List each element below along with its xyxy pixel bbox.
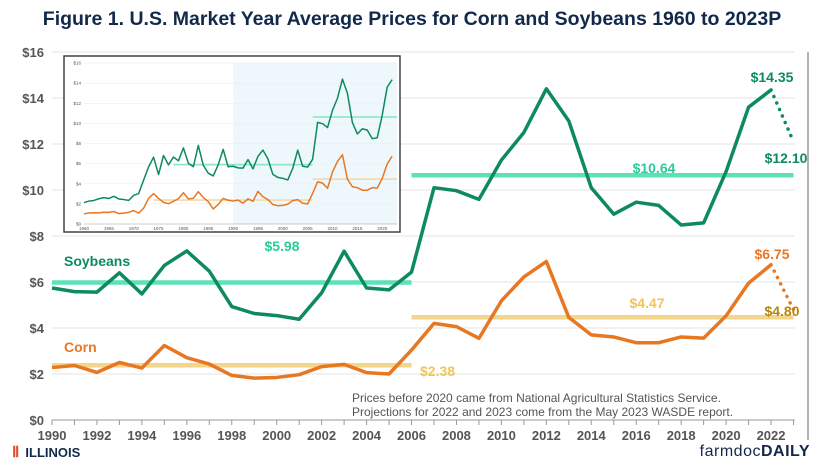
x-tick-label: 2022: [757, 428, 786, 443]
corn-average-label: $4.47: [629, 295, 664, 311]
x-tick-label: 1990: [38, 428, 67, 443]
x-tick-label: 2008: [442, 428, 471, 443]
corn-2022-label: $6.75: [754, 246, 789, 262]
corn-average-label: $2.38: [420, 363, 455, 379]
corn-projection-line: [769, 263, 796, 312]
x-tick-label: 2006: [397, 428, 426, 443]
inset-x-tick-label: 1985: [203, 226, 214, 231]
x-tick-label: 2010: [487, 428, 516, 443]
y-tick-label: $2: [30, 367, 44, 382]
inset-x-tick-label: 1990: [228, 226, 239, 231]
inset-y-tick-label: $0: [76, 222, 82, 227]
source-note: Prices before 2020 came from National Ag…: [352, 391, 721, 405]
inset-y-tick-label: $14: [73, 81, 81, 86]
corn-series-label: Corn: [64, 339, 97, 355]
corn-2023-label: $4.80: [764, 303, 799, 319]
inset-x-tick-label: 2015: [352, 226, 363, 231]
x-tick-label: 1996: [172, 428, 201, 443]
inset-x-tick-label: 1980: [178, 226, 189, 231]
inset-x-tick-label: 1965: [104, 226, 115, 231]
soybean-2023-label: $12.10: [765, 150, 808, 166]
chart-title: Figure 1. U.S. Market Year Average Price…: [42, 8, 782, 30]
y-tick-label: $10: [22, 183, 44, 198]
inset-chart: $0 $2 $4 $6 $8 $10 $12 $14 $16 1960 1965 1970 1975 19…: [63, 55, 401, 233]
soybean-average-label: $5.98: [264, 238, 299, 254]
x-tick-label: 2000: [262, 428, 291, 443]
y-tick-label: $4: [30, 321, 45, 336]
corn-price-line: [51, 259, 773, 380]
inset-soybean-line: [83, 78, 393, 204]
soybean-price-line: [51, 87, 773, 322]
x-tick-label: 2020: [712, 428, 741, 443]
x-tick-label: 2004: [352, 428, 382, 443]
source-note: Projections for 2022 and 2023 come from …: [352, 405, 733, 419]
y-tick-label: $16: [22, 45, 44, 60]
soybeans-series-label: Soybeans: [64, 253, 130, 269]
inset-x-tick-label: 2005: [303, 226, 314, 231]
x-tick-label: 2014: [577, 428, 607, 443]
y-tick-label: $12: [22, 137, 44, 152]
x-tick-label: 2016: [622, 428, 651, 443]
inset-y-tick-label: $12: [73, 101, 81, 106]
inset-y-tick-label: $10: [73, 121, 81, 126]
illinois-logo: Ⅱ ILLINOIS: [12, 443, 80, 461]
inset-x-tick-label: 2000: [278, 226, 289, 231]
inset-y-tick-label: $16: [73, 61, 81, 66]
y-tick-label: $6: [30, 275, 44, 290]
illinois-logo-text: ILLINOIS: [25, 444, 81, 460]
x-tick-label: 1994: [127, 428, 157, 443]
y-tick-label: $8: [30, 229, 44, 244]
inset-y-tick-label: $8: [76, 141, 82, 146]
x-tick-label: 2012: [532, 428, 561, 443]
x-tick-label: 1998: [217, 428, 246, 443]
y-tick-label: $14: [22, 91, 44, 106]
inset-y-tick-label: $4: [76, 181, 82, 186]
inset-x-tick-label: 2020: [377, 226, 388, 231]
illinois-block-i-icon: Ⅱ: [12, 444, 20, 461]
inset-y-tick-label: $2: [76, 201, 82, 206]
inset-x-tick-label: 1970: [129, 226, 140, 231]
x-tick-label: 2018: [667, 428, 696, 443]
inset-x-tick-label: 1995: [253, 226, 264, 231]
inset-x-tick-label: 1975: [154, 226, 165, 231]
inset-x-tick-label: 1960: [79, 226, 90, 231]
soybean-2022-label: $14.35: [751, 69, 794, 85]
soybean-projection-line: [769, 88, 796, 144]
y-tick-label: $0: [30, 413, 44, 428]
daily-text: DAILY: [760, 443, 810, 460]
farmdoc-daily-logo: farmdocDAILY: [700, 443, 810, 461]
x-tick-label: 2002: [307, 428, 336, 443]
inset-x-tick-label: 2010: [327, 226, 338, 231]
inset-y-tick-label: $6: [76, 161, 82, 166]
soybean-average-label: $10.64: [633, 160, 676, 176]
inset-corn-line: [83, 153, 393, 215]
farmdoc-text: farmdoc: [699, 443, 761, 460]
x-tick-label: 1992: [82, 428, 111, 443]
